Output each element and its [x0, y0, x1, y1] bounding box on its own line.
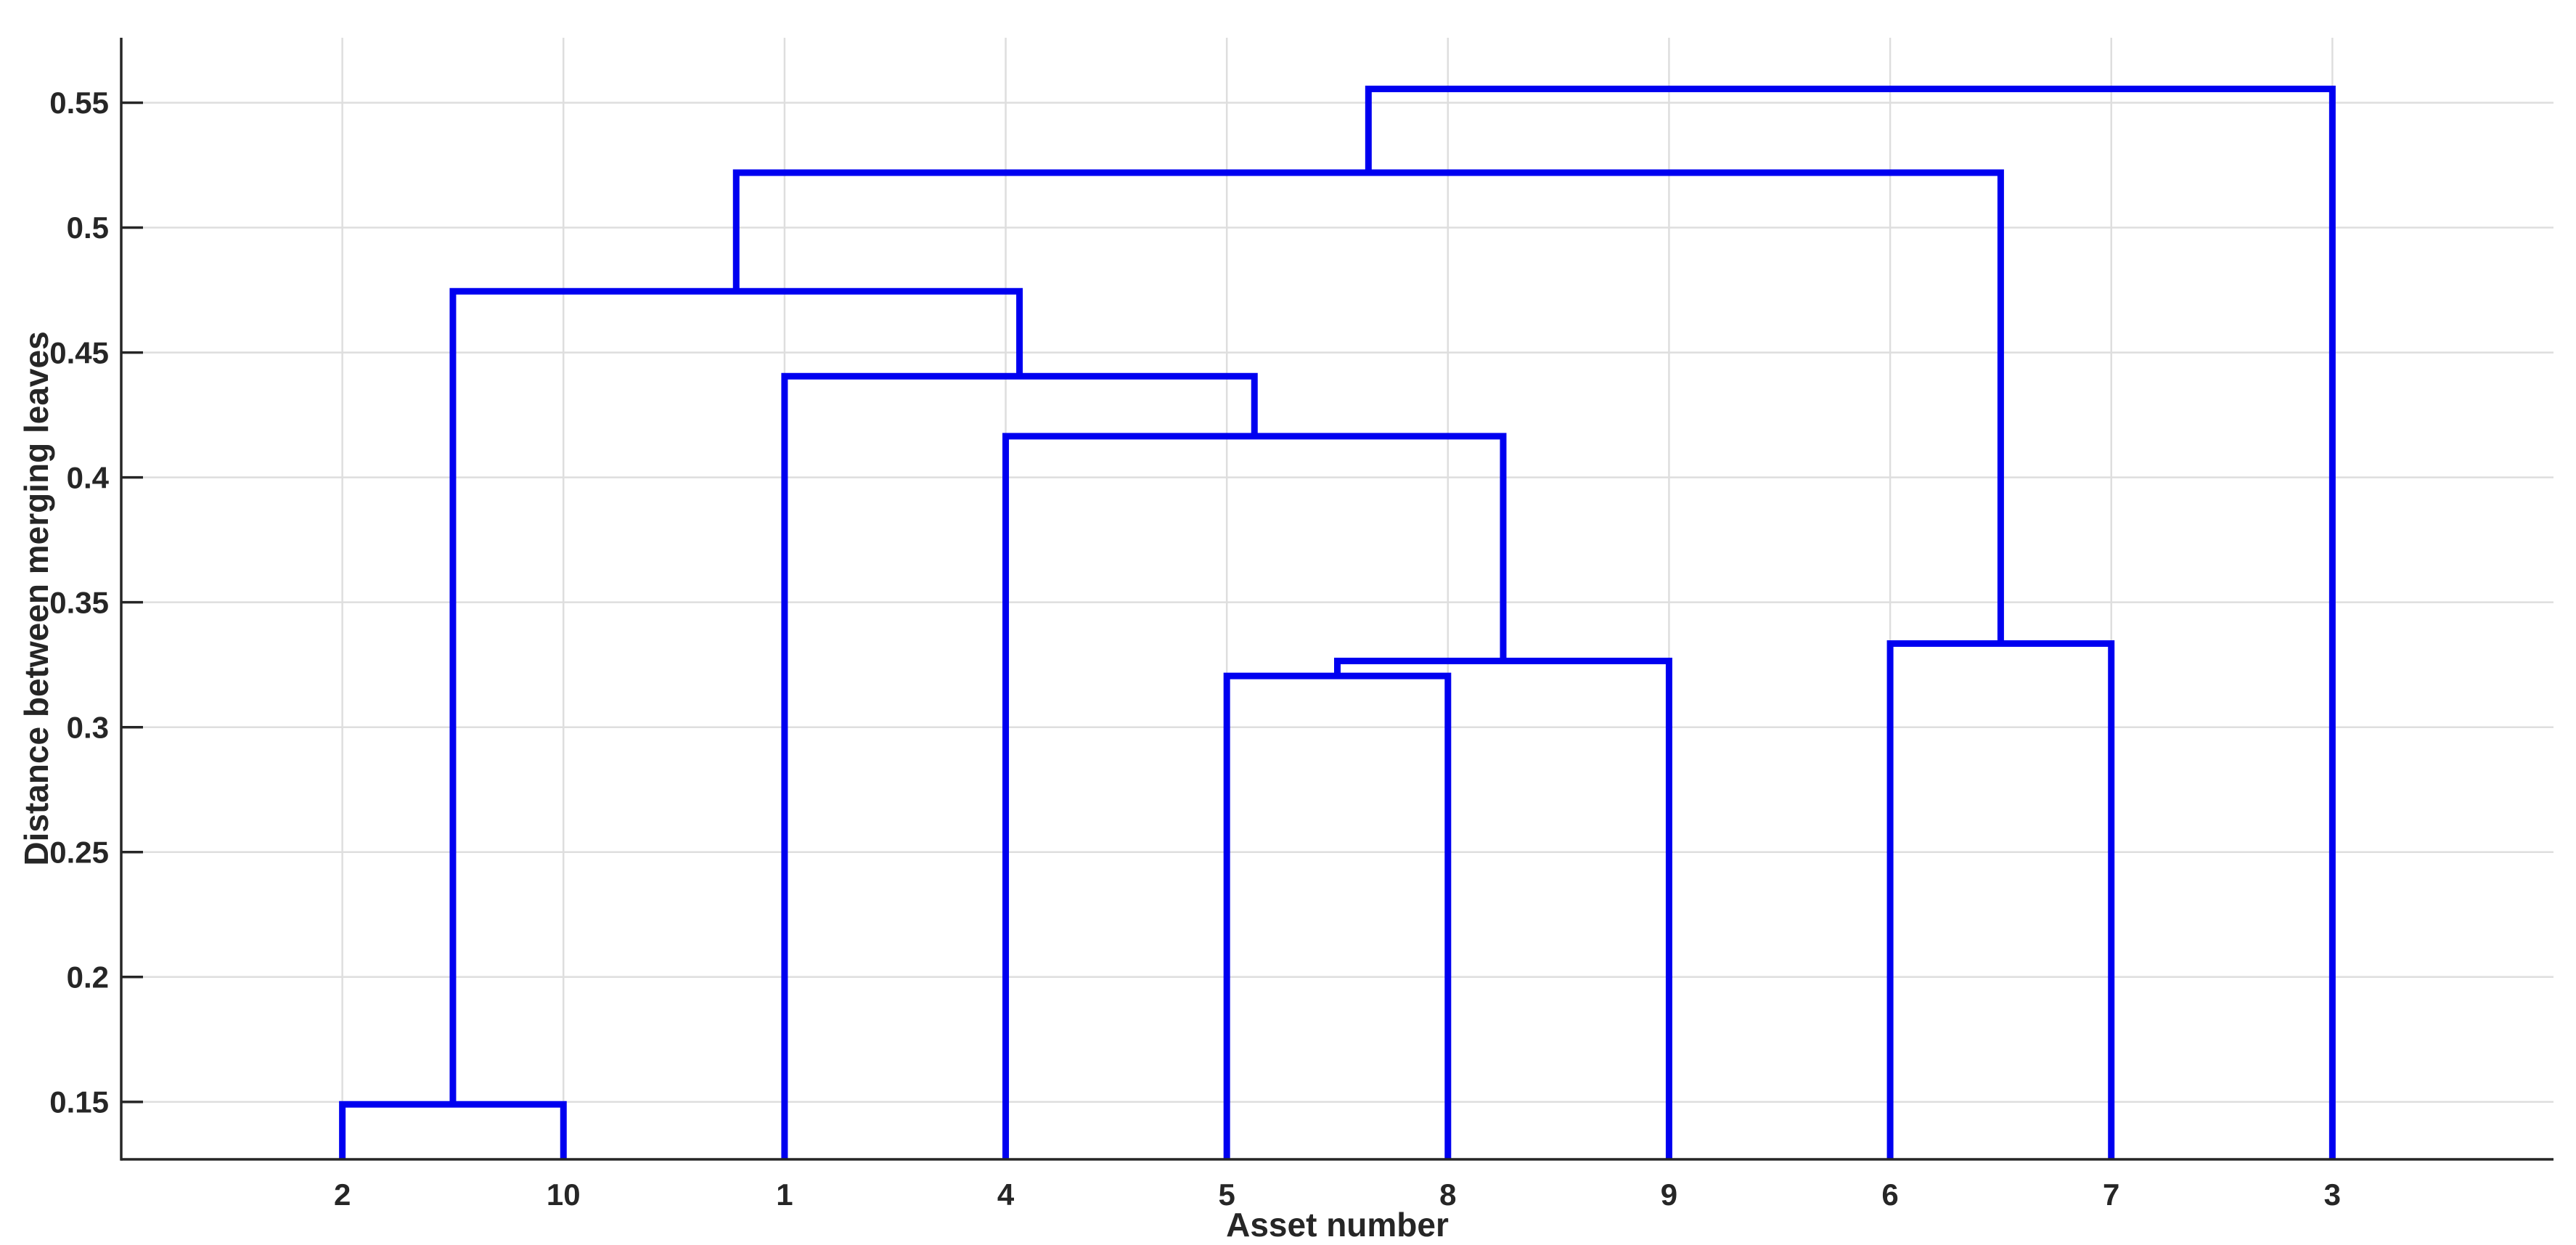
y-tick-label: 0.4	[67, 460, 110, 494]
grid-lines	[121, 38, 2553, 1159]
x-leaf-label: 9	[1661, 1177, 1677, 1212]
x-leaf-label: 8	[1439, 1177, 1456, 1212]
y-tick-label: 0.5	[67, 211, 109, 245]
axes	[120, 38, 2553, 1161]
cluster-link-c4	[1886, 640, 2115, 1159]
y-tick-label: 0.35	[49, 585, 109, 619]
y-tick-label: 0.2	[67, 960, 109, 995]
x-leaf-label: 2	[334, 1177, 351, 1212]
y-axis-label: Distance between merging leaves	[17, 331, 55, 865]
cluster-link-c9	[1365, 86, 2336, 1159]
y-tick-label: 0.3	[67, 710, 109, 744]
x-leaf-label: 10	[547, 1177, 581, 1212]
x-leaf-label: 5	[1219, 1177, 1235, 1212]
x-leaf-label: 6	[1881, 1177, 1898, 1212]
x-leaf-label: 1	[776, 1177, 793, 1212]
y-tick-label: 0.15	[49, 1085, 109, 1119]
x-leaf-label: 4	[997, 1177, 1015, 1212]
cluster-link-c1	[339, 1101, 567, 1159]
y-tick-label: 0.45	[49, 335, 109, 370]
x-axis-label: Asset number	[1226, 1206, 1449, 1244]
cluster-link-c2	[1223, 672, 1452, 1159]
y-tick-label: 0.55	[49, 86, 109, 120]
tick-labels: 0.15 0.2 0.25 0.3 0.35 0.4 0.45 0.5 0.55 2 10 1 4 5 8 9…	[49, 86, 2341, 1212]
dendrogram-tree	[339, 86, 2336, 1159]
cluster-link-c7	[449, 287, 1023, 1105]
x-leaf-label: 7	[2103, 1177, 2119, 1212]
x-leaf-label: 3	[2324, 1177, 2341, 1212]
cluster-link-c5	[1002, 433, 1507, 1159]
cluster-link-c6	[781, 372, 1258, 1159]
y-tick-label: 0.25	[49, 835, 109, 869]
cluster-link-c8	[732, 169, 2004, 644]
cluster-link-c3	[1334, 658, 1672, 1159]
